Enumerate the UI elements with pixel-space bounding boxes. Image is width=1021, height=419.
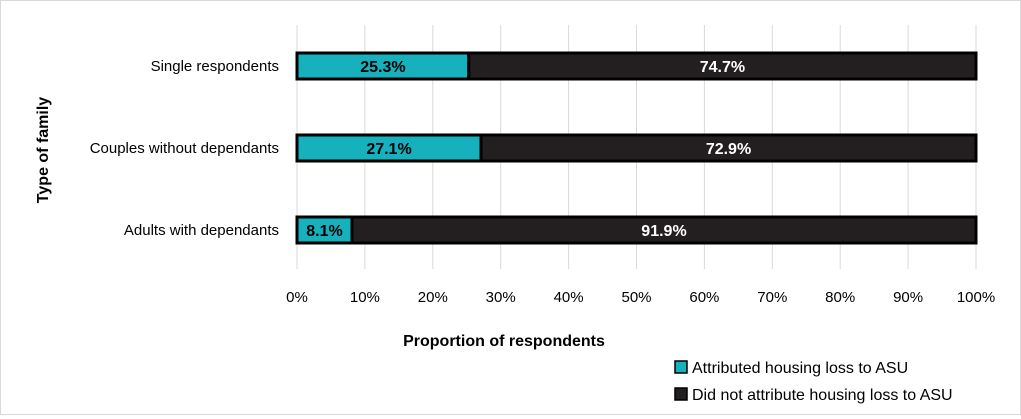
x-tick-label: 90% — [893, 289, 923, 306]
category-label: Single respondents — [151, 58, 279, 75]
data-label: 27.1% — [366, 141, 411, 158]
y-axis-title: Type of family — [35, 97, 52, 203]
category-label: Adults with dependants — [124, 222, 279, 239]
data-label: 25.3% — [360, 59, 405, 76]
bar-segment — [350, 215, 978, 245]
bar-segment — [295, 133, 483, 163]
bar-segment — [479, 133, 978, 163]
x-tick-label: 100% — [957, 289, 995, 306]
data-label: 74.7% — [700, 59, 745, 76]
x-tick-label: 30% — [486, 289, 516, 306]
data-label: 8.1% — [306, 223, 342, 240]
legend: Attributed housing loss to ASU Did not a… — [674, 360, 953, 404]
category-label: Couples without dependants — [90, 140, 279, 157]
data-label: 91.9% — [641, 223, 686, 240]
x-tick-label: 10% — [350, 289, 380, 306]
category-labels: Single respondents Couples without depend… — [90, 58, 279, 239]
bars: 25.3% 74.7% 27.1% 72.9% 8.1% 91.9% — [295, 51, 978, 245]
legend-swatch-attributed — [674, 360, 688, 374]
legend-label-attributed: Attributed housing loss to ASU — [692, 360, 908, 377]
legend-swatch-not-attributed — [674, 387, 688, 401]
x-tick-label: 20% — [418, 289, 448, 306]
x-tick-label: 70% — [757, 289, 787, 306]
x-tick-label: 60% — [689, 289, 719, 306]
x-tick-label: 80% — [825, 289, 855, 306]
x-tick-label: 40% — [554, 289, 584, 306]
bar-segment — [467, 51, 978, 81]
data-label: 72.9% — [706, 141, 751, 158]
x-axis-title: Proportion of respondents — [403, 333, 605, 350]
x-tick-labels: 0% 10% 20% 30% 40% 50% 60% 70% 80% 90% 100% — [286, 289, 995, 306]
x-tick-label: 0% — [286, 289, 308, 306]
x-tick-label: 50% — [621, 289, 651, 306]
bar-segment — [295, 51, 471, 81]
legend-label-not-attributed: Did not attribute housing loss to ASU — [692, 387, 953, 404]
bar-segment — [295, 215, 354, 245]
